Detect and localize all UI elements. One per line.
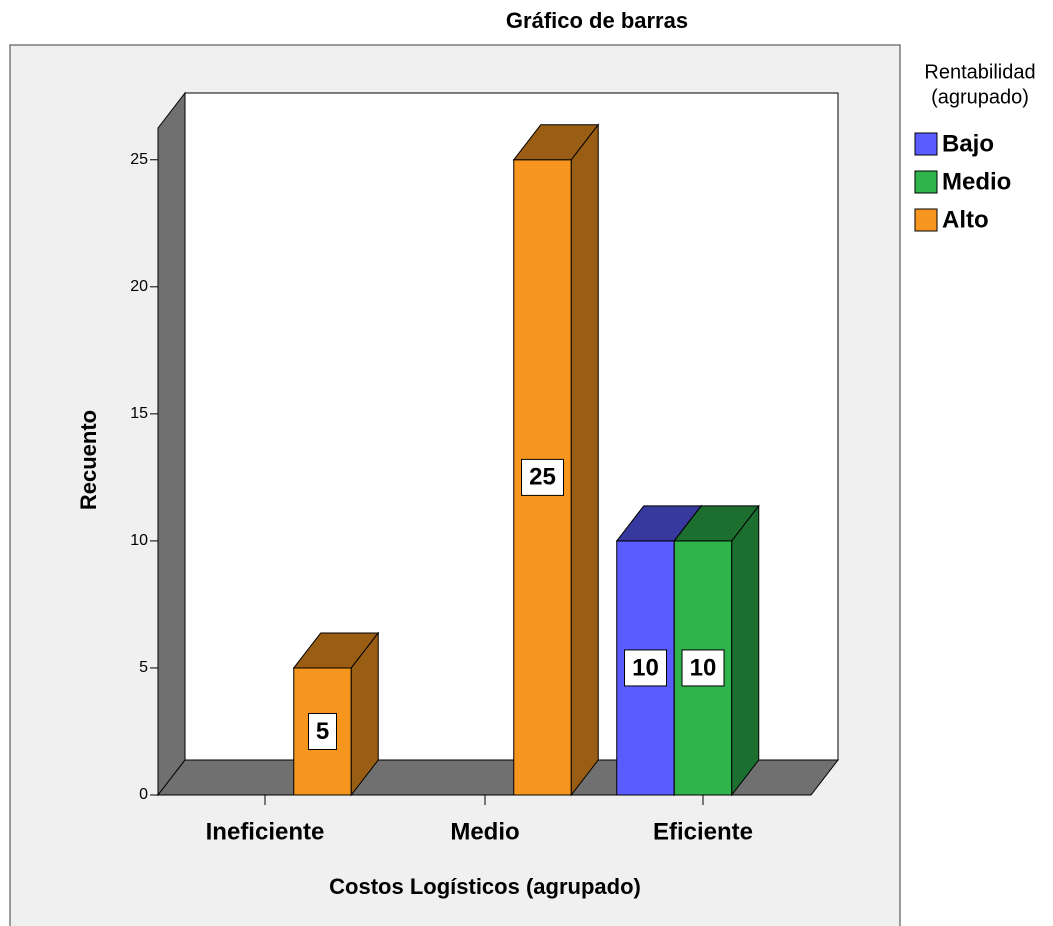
y-tick-label: 0 bbox=[139, 786, 148, 803]
side-wall bbox=[157, 91, 186, 797]
legend-label: Bajo bbox=[942, 130, 994, 157]
legend-label: Medio bbox=[942, 168, 1011, 195]
x-tick-label: Eficiente bbox=[653, 818, 753, 845]
bar-side bbox=[731, 504, 760, 797]
legend-swatch bbox=[914, 132, 938, 156]
value-label: 25 bbox=[529, 464, 556, 491]
value-label: 10 bbox=[690, 654, 717, 681]
y-tick-label: 20 bbox=[130, 278, 148, 295]
y-tick-label: 10 bbox=[130, 532, 148, 549]
x-tick-label: Medio bbox=[450, 818, 519, 845]
bar-side bbox=[350, 631, 379, 797]
legend-title: (agrupado) bbox=[931, 86, 1029, 108]
y-axis-label: Recuento bbox=[76, 410, 101, 510]
legend-swatch bbox=[914, 170, 938, 194]
value-label-box bbox=[681, 649, 725, 687]
x-axis-label: Costos Logísticos (agrupado) bbox=[329, 874, 641, 899]
y-tick-label: 15 bbox=[130, 405, 148, 422]
legend-label: Alto bbox=[942, 206, 989, 233]
y-tick-label: 5 bbox=[139, 659, 148, 676]
y-tick-label: 25 bbox=[130, 151, 148, 168]
bar-side bbox=[570, 123, 599, 797]
x-tick-label: Ineficiente bbox=[206, 818, 325, 845]
value-label-box bbox=[624, 649, 667, 687]
value-label-box bbox=[308, 712, 337, 750]
value-label: 5 bbox=[316, 718, 329, 745]
value-label-box bbox=[521, 458, 564, 496]
value-label: 10 bbox=[632, 654, 659, 681]
chart-title: Gráfico de barras bbox=[506, 8, 688, 33]
legend-title: Rentabilidad bbox=[924, 61, 1035, 83]
legend-swatch bbox=[914, 208, 938, 232]
